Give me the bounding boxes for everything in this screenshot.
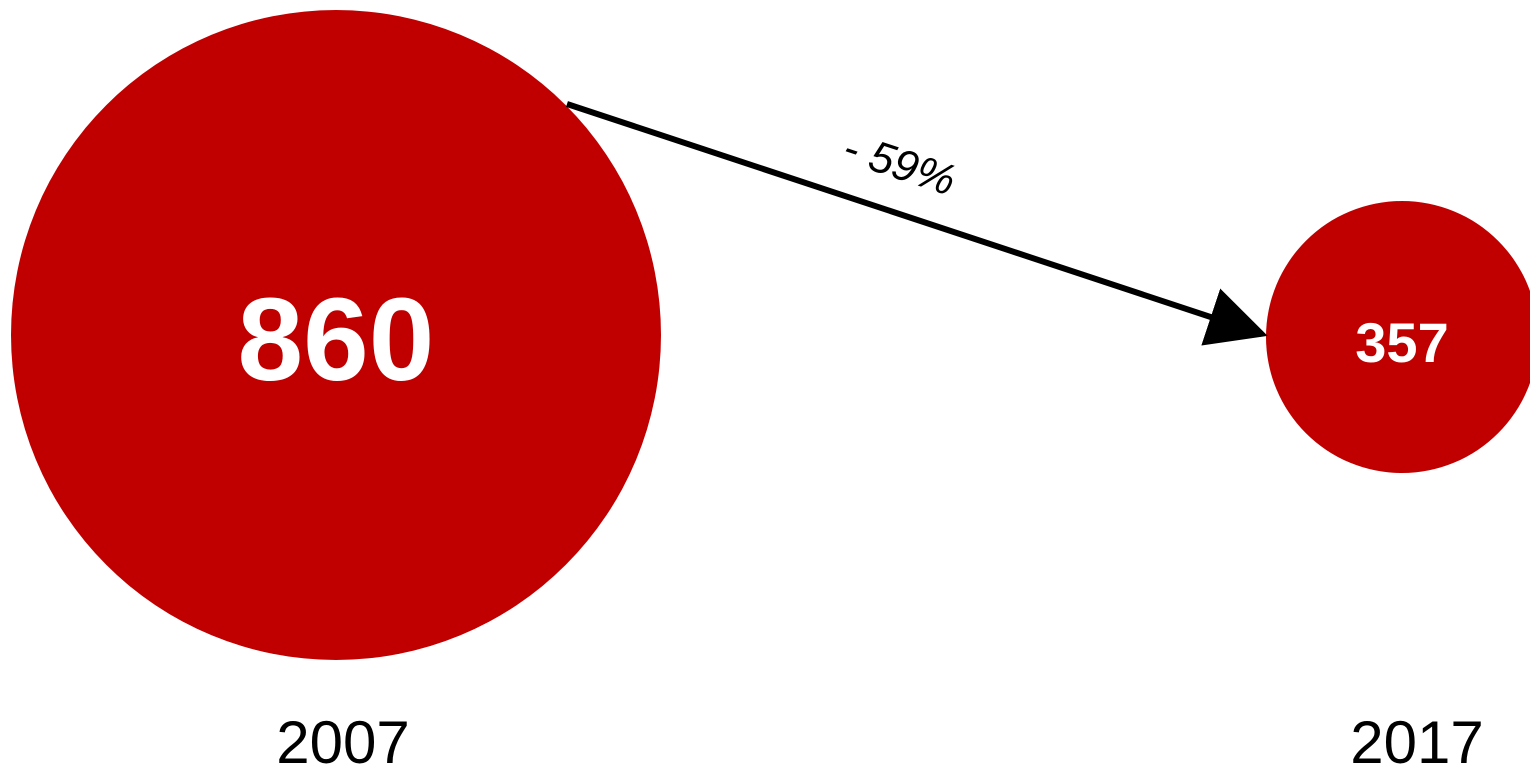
change-percent-label: - 59% bbox=[837, 123, 962, 206]
bubble-2007 bbox=[11, 10, 661, 660]
bubble-2017 bbox=[1266, 201, 1530, 473]
change-arrow bbox=[566, 101, 1268, 346]
bubble-value-2017: 357 bbox=[1355, 311, 1448, 374]
bubble-value-2007: 860 bbox=[238, 274, 435, 406]
year-label-2017: 2017 bbox=[1350, 709, 1483, 768]
year-label-2007: 2007 bbox=[276, 709, 409, 768]
